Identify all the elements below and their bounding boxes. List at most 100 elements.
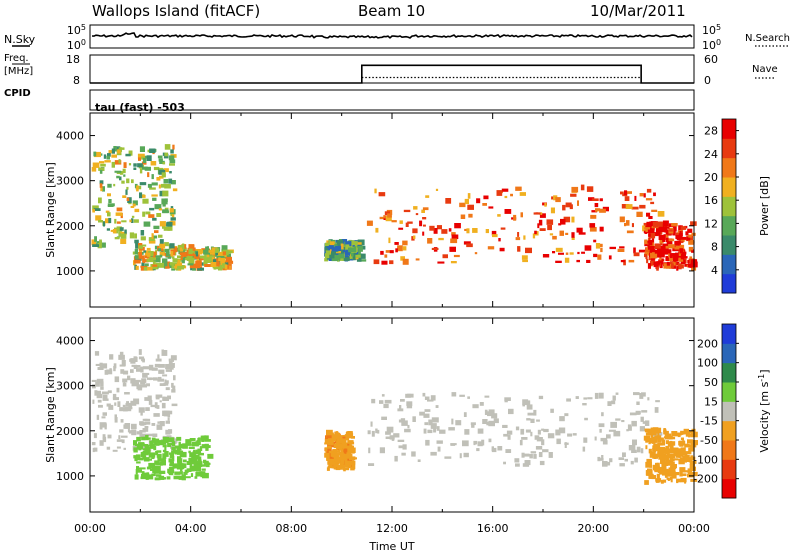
velocity-scatter-cell: [350, 436, 355, 439]
power-scatter-cell: [168, 178, 173, 184]
power-scatter-cell: [114, 170, 122, 173]
velocity-scatter-cell: [141, 436, 146, 441]
velocity-scatter-cell: [606, 434, 611, 439]
velocity-scatter-cell: [136, 384, 143, 390]
power-scatter-cell: [688, 258, 694, 264]
power-scatter-cell: [671, 263, 674, 269]
power-scatter-cell: [355, 254, 361, 258]
velocity-scatter-cell: [519, 439, 523, 446]
power-scatter-cell: [188, 244, 195, 250]
velocity-scatter-cell: [200, 452, 204, 456]
velocity-scatter-cell: [337, 444, 343, 450]
power-scatter-cell: [222, 251, 226, 255]
velocity-scatter-cell: [170, 460, 174, 467]
velocity-scatter-cell: [165, 429, 171, 435]
velocity-scatter-cell: [647, 472, 653, 476]
power-scatter-cell: [325, 242, 330, 246]
velocity-ytick-label: 2000: [56, 425, 84, 438]
velocity-scatter-cell: [191, 458, 198, 463]
velocity-scatter-cell: [151, 367, 158, 371]
power-scatter-cell: [149, 148, 156, 153]
velocity-scatter-cell: [665, 445, 670, 452]
velocity-scatter-cell: [431, 417, 439, 423]
power-scatter-cell: [91, 167, 97, 172]
velocity-scatter-cell: [148, 447, 151, 453]
velocity-scatter-cell: [171, 446, 176, 451]
velocity-scatter-cell: [344, 434, 349, 438]
power-scatter-cell: [565, 252, 569, 255]
power-colorbar-swatch: [722, 138, 736, 159]
velocity-scatter-cell: [640, 448, 644, 454]
power-scatter-cell: [560, 218, 566, 225]
velocity-scatter-cell: [680, 451, 684, 457]
power-scatter-cell: [523, 235, 526, 240]
velocity-scatter-cell: [148, 399, 153, 405]
velocity-scatter-cell: [197, 437, 201, 444]
velocity-scatter-cell: [689, 430, 692, 434]
power-scatter-cell: [539, 228, 546, 231]
velocity-scatter-cell: [168, 458, 174, 463]
velocity-scatter-cell: [658, 455, 666, 460]
power-scatter-cell: [624, 196, 630, 201]
power-scatter-cell: [92, 162, 100, 168]
power-scatter-cell: [619, 246, 625, 249]
power-scatter-cell: [391, 220, 397, 223]
velocity-scatter-cell: [151, 437, 156, 443]
power-scatter-cell: [466, 243, 473, 248]
velocity-scatter-cell: [401, 420, 408, 426]
power-scatter-cell: [162, 258, 168, 264]
velocity-scatter-cell: [669, 445, 674, 451]
power-scatter-cell: [373, 259, 380, 265]
power-scatter-cell: [107, 183, 112, 188]
velocity-scatter-cell: [477, 428, 484, 434]
power-scatter-cell: [125, 189, 128, 195]
power-scatter-cell: [677, 263, 682, 270]
power-scatter-cell: [177, 259, 181, 263]
noise-panel-frame: [89, 24, 695, 49]
velocity-scatter-cell: [151, 466, 159, 470]
power-scatter-cell: [678, 225, 681, 231]
power-scatter-cell: [172, 144, 175, 150]
power-scatter-cell: [144, 155, 147, 159]
power-scatter-cell: [130, 205, 135, 208]
velocity-scatter-cell: [670, 458, 674, 462]
power-scatter-cell: [143, 267, 149, 271]
velocity-scatter-cell: [149, 377, 152, 381]
velocity-scatter-cell: [199, 446, 203, 451]
power-scatter-cell: [633, 247, 636, 254]
power-scatter-cell: [435, 188, 439, 191]
velocity-scatter-cell: [624, 458, 628, 462]
power-scatter-cell: [155, 255, 161, 258]
velocity-scatter-cell: [427, 399, 434, 402]
power-scatter-cell: [179, 252, 186, 255]
velocity-scatter-cell: [542, 449, 549, 453]
velocity-scatter-cell: [535, 446, 543, 450]
power-scatter-cell: [103, 154, 107, 159]
velocity-scatter-cell: [133, 440, 137, 446]
power-scatter-cell: [161, 249, 164, 254]
velocity-scatter-cell: [691, 456, 696, 460]
power-scatter-cell: [152, 266, 158, 270]
velocity-scatter-cell: [162, 453, 167, 459]
power-scatter-cell: [144, 166, 151, 171]
velocity-scatter-cell: [120, 419, 124, 423]
velocity-scatter-cell: [525, 429, 531, 433]
velocity-scatter-cell: [658, 480, 661, 483]
velocity-scatter-cell: [112, 393, 117, 399]
power-scatter-cell: [195, 251, 199, 257]
power-scatter-cell: [142, 166, 148, 170]
velocity-scatter-cell: [141, 378, 147, 384]
power-scatter-cell: [186, 249, 190, 256]
power-scatter-cell: [602, 206, 609, 212]
power-scatter-cell: [334, 245, 342, 251]
power-scatter-cell: [654, 243, 661, 249]
power-scatter-cell: [203, 261, 208, 266]
power-scatter-cell: [644, 251, 650, 255]
velocity-scatter-cell: [370, 421, 373, 427]
power-scatter-cell: [213, 261, 220, 267]
power-scatter-cell: [552, 251, 556, 254]
velocity-scatter-cell: [610, 421, 617, 428]
power-scatter-cell: [176, 262, 183, 266]
velocity-scatter-cell: [140, 421, 145, 426]
velocity-scatter-cell: [186, 461, 192, 465]
